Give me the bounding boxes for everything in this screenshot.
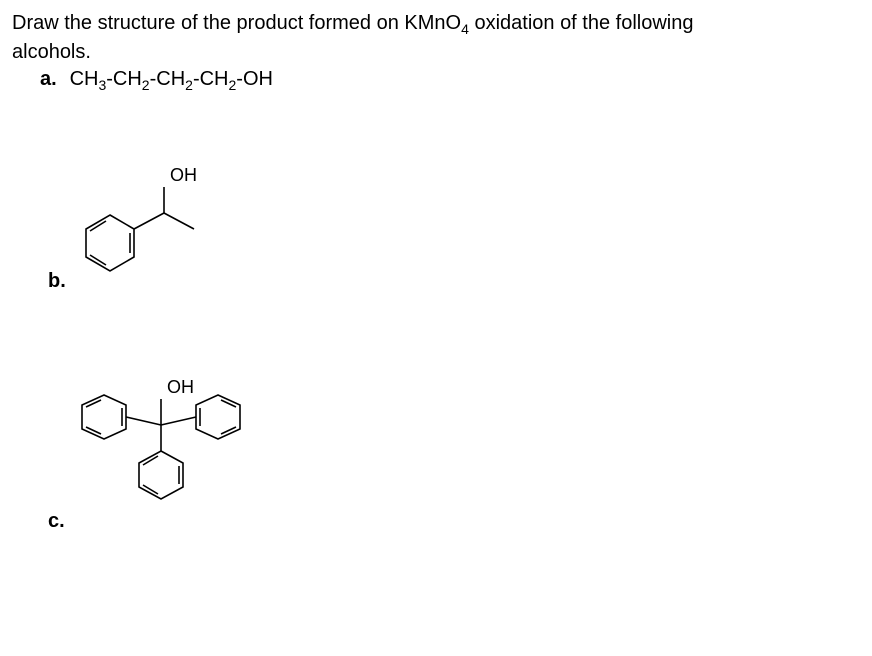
structure-c-svg: OH (72, 363, 292, 533)
benzene-ring-icon (86, 215, 134, 271)
benzene-ring-icon (196, 395, 240, 439)
bond-icon (161, 417, 196, 425)
item-a-letter: a. (40, 68, 64, 91)
question-prompt: Draw the structure of the product formed… (12, 10, 860, 66)
prompt-sub: 4 (461, 21, 469, 37)
oh-label: OH (170, 165, 197, 185)
oh-label: OH (167, 377, 194, 397)
benzene-ring-icon (139, 451, 183, 499)
prompt-part1: Draw the structure of the product formed… (12, 12, 461, 34)
item-c: OH c. (72, 363, 292, 533)
prompt-part1-cont: oxidation of the following (469, 12, 694, 34)
bond-icon (126, 417, 161, 425)
bond-icon (134, 213, 164, 229)
item-c-letter: c. (48, 510, 72, 533)
bond-icon (164, 213, 194, 229)
prompt-part2: alcohols. (12, 41, 91, 63)
item-a-formula: CH3-CH2-CH2-CH2-OH (70, 68, 273, 90)
item-a: a. CH3-CH2-CH2-CH2-OH (12, 68, 860, 93)
item-b-letter: b. (48, 270, 72, 293)
item-b: OH b. (72, 153, 272, 293)
structure-b-svg: OH (72, 153, 272, 293)
benzene-ring-icon (82, 395, 126, 439)
